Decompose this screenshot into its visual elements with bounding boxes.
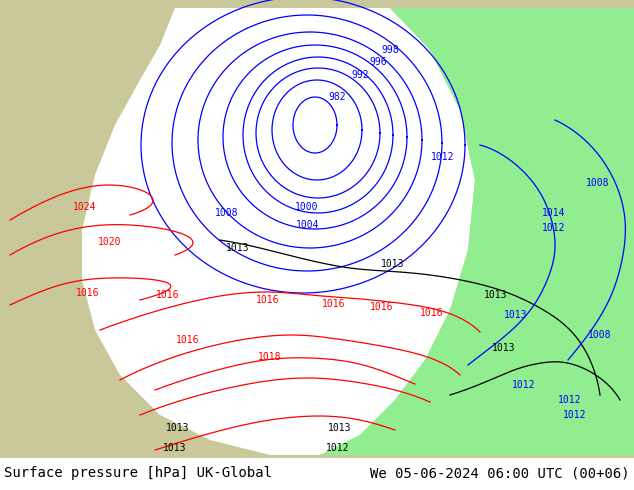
Polygon shape xyxy=(82,8,475,455)
Text: 1013: 1013 xyxy=(504,310,527,320)
Text: Surface pressure [hPa] UK-Global: Surface pressure [hPa] UK-Global xyxy=(4,466,272,480)
Text: 1012: 1012 xyxy=(512,380,536,390)
Text: 1016: 1016 xyxy=(156,290,180,300)
Text: 1004: 1004 xyxy=(296,220,320,230)
Text: 1008: 1008 xyxy=(586,178,610,188)
Text: 1016: 1016 xyxy=(176,335,200,345)
Text: 1016: 1016 xyxy=(76,288,100,298)
Polygon shape xyxy=(320,8,634,455)
Text: 1008: 1008 xyxy=(588,330,612,340)
Text: 996: 996 xyxy=(369,57,387,67)
Text: 1012: 1012 xyxy=(327,443,350,453)
Text: 1016: 1016 xyxy=(256,295,280,305)
Text: 1013: 1013 xyxy=(163,443,187,453)
Text: 1008: 1008 xyxy=(216,208,239,218)
Bar xyxy=(0,458,634,490)
Text: 1016: 1016 xyxy=(322,299,346,309)
Text: 1012: 1012 xyxy=(431,152,455,162)
Text: 998: 998 xyxy=(381,45,399,55)
Text: 1020: 1020 xyxy=(98,237,122,247)
Text: 1013: 1013 xyxy=(166,423,190,433)
Text: 992: 992 xyxy=(351,70,369,80)
Text: 1012: 1012 xyxy=(559,395,582,405)
Text: 1013: 1013 xyxy=(492,343,515,353)
Text: 1014: 1014 xyxy=(542,208,566,218)
Text: We 05-06-2024 06:00 UTC (00+06): We 05-06-2024 06:00 UTC (00+06) xyxy=(370,466,630,480)
Text: 1013: 1013 xyxy=(226,243,250,253)
Text: 1018: 1018 xyxy=(258,352,281,362)
Text: 1016: 1016 xyxy=(370,302,394,312)
Text: 1013: 1013 xyxy=(484,290,508,300)
Text: 1012: 1012 xyxy=(563,410,586,420)
Text: 1016: 1016 xyxy=(420,308,444,318)
Text: 982: 982 xyxy=(328,92,346,102)
Text: 1013: 1013 xyxy=(381,259,404,269)
Text: 1013: 1013 xyxy=(328,423,352,433)
Text: 1024: 1024 xyxy=(74,202,97,212)
Text: 1000: 1000 xyxy=(295,202,319,212)
Text: 1012: 1012 xyxy=(542,223,566,233)
